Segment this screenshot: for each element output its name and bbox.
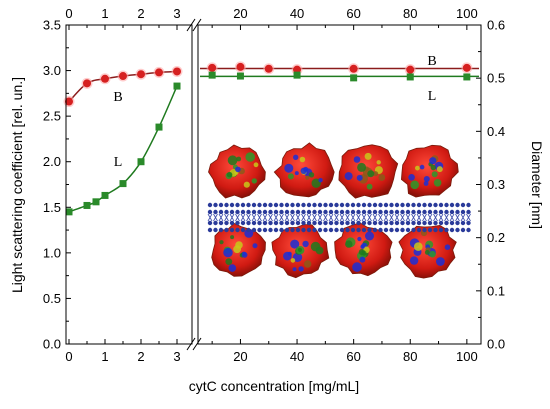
x-tick-label-right-top: 80	[403, 6, 417, 21]
y-tick-label-left: 0.0	[43, 337, 61, 352]
point-b-right	[236, 62, 245, 71]
point-l-left	[65, 208, 73, 216]
y-tick-label-right: 0.3	[487, 177, 505, 192]
x-tick-label-right-bottom: 80	[403, 349, 417, 364]
x-tick-label-right-top: 40	[290, 6, 304, 21]
y-axis-title-right: Diameter [nm]	[529, 141, 545, 229]
axis-break-bottom	[186, 337, 202, 351]
x-tick-label-left-top: 2	[137, 6, 144, 21]
series-tag-b: B	[427, 54, 436, 69]
inset-illustration	[207, 142, 471, 279]
y-tick-label-right: 0.0	[487, 337, 505, 352]
point-b-right	[462, 63, 471, 72]
x-tick-label-left-top: 0	[65, 6, 72, 21]
protein-molecule-icon	[208, 144, 266, 199]
protein-molecule-icon	[211, 222, 266, 277]
point-l-right	[350, 74, 358, 82]
point-b-left	[119, 72, 127, 81]
x-tick-label-left-bottom: 2	[137, 349, 144, 364]
series-layer: B B L L	[63, 54, 479, 216]
point-b-right	[208, 63, 217, 72]
point-l-left	[119, 180, 127, 188]
point-b-left	[137, 70, 145, 79]
point-l-right	[406, 73, 414, 81]
point-l-left	[101, 191, 109, 199]
y-tick-label-right: 0.2	[487, 230, 505, 245]
x-tick-label-right-top: 100	[456, 6, 478, 21]
point-b-right	[406, 65, 415, 74]
point-l-left	[83, 201, 91, 209]
point-b-right	[349, 64, 358, 73]
point-l-left	[173, 82, 181, 90]
x-tick-label-right-bottom: 20	[233, 349, 247, 364]
y-tick-label-right: 0.4	[487, 124, 505, 139]
x-tick-label-right-top: 20	[233, 6, 247, 21]
y-tick-label-left: 2.5	[43, 109, 61, 124]
series-tag-l: L	[114, 155, 123, 170]
point-l-right	[236, 72, 244, 80]
y-tick-label-left: 2.0	[43, 154, 61, 169]
point-l-left	[92, 198, 100, 206]
x-tick-label-right-bottom: 60	[346, 349, 360, 364]
series-line-l-left	[68, 85, 178, 213]
y-axis-title-left: Light scattering coefficient [rel. un.]	[9, 77, 25, 293]
point-l-right	[463, 73, 471, 81]
series-tag-b: B	[113, 90, 122, 105]
point-b-left	[173, 67, 181, 76]
protein-molecule-icon	[400, 144, 459, 198]
y-tick-label-left: 1.5	[43, 200, 61, 215]
x-tick-label-right-top: 60	[346, 6, 360, 21]
x-tick-label-left-bottom: 0	[65, 349, 72, 364]
axis-break-top	[186, 18, 202, 32]
lipid-membrane-icon	[207, 202, 471, 233]
y-tick-label-right: 0.5	[487, 71, 505, 86]
series-tag-l: L	[428, 89, 437, 104]
y-tick-label-left: 3.5	[43, 18, 61, 33]
point-b-left	[65, 97, 73, 106]
protein-molecule-icon	[273, 142, 335, 198]
point-l-left	[137, 158, 145, 166]
x-tick-label-left-top: 1	[101, 6, 108, 21]
protein-molecule-icon	[338, 144, 399, 199]
x-tick-label-left-bottom: 1	[101, 349, 108, 364]
y-tick-label-left: 1.0	[43, 245, 61, 260]
protein-molecule-icon	[334, 222, 393, 277]
protein-molecule-icon	[398, 224, 457, 279]
y-tick-label-left: 3.0	[43, 63, 61, 78]
x-tick-label-left-top: 3	[173, 6, 180, 21]
point-l-left	[155, 123, 163, 131]
y-tick-label-right: 0.6	[487, 18, 505, 33]
x-tick-label-left-bottom: 3	[173, 349, 180, 364]
ticks-layer: 0.0 0.5 1.0 1.5 2.0 2.5 3.0 3.5 0.0 0.1 0.2 0.3 0.4 0…	[43, 6, 505, 364]
protein-molecule-icon	[271, 224, 330, 279]
x-axis-title: cytC concentration [mg/mL]	[189, 378, 359, 394]
point-b-left	[83, 79, 91, 88]
x-tick-label-right-bottom: 40	[290, 349, 304, 364]
point-b-left	[101, 74, 109, 83]
y-tick-label-right: 0.1	[487, 283, 505, 298]
point-b-left	[155, 68, 163, 77]
point-l-right	[208, 71, 216, 79]
y-tick-label-left: 0.5	[43, 291, 61, 306]
point-l-right	[293, 71, 301, 79]
x-tick-label-right-bottom: 100	[456, 349, 478, 364]
point-b-right	[264, 64, 273, 73]
